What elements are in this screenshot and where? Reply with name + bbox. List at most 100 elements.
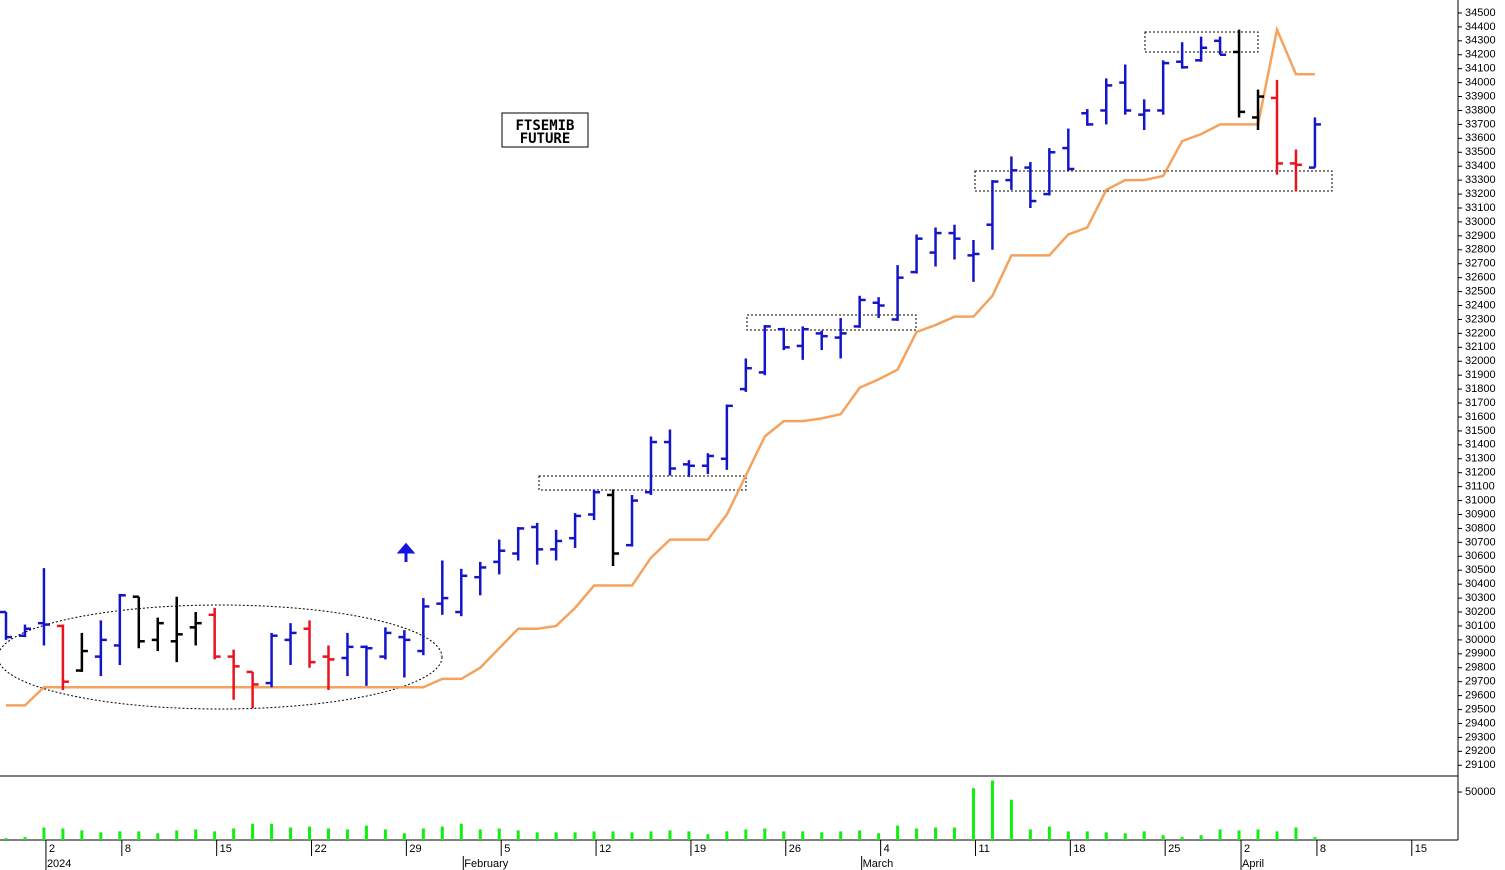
volume-bar <box>858 830 862 840</box>
range-ellipse <box>0 604 443 710</box>
y-tick-label: 30700 <box>1465 536 1496 548</box>
volume-bar <box>1294 827 1298 840</box>
volume-bar <box>611 831 615 840</box>
y-tick-label: 31000 <box>1465 494 1496 506</box>
volume-bar <box>877 833 881 840</box>
volume-bar <box>1313 837 1317 840</box>
volume-bar <box>497 828 501 840</box>
y-tick-label: 31700 <box>1465 397 1496 409</box>
y-tick-label: 31900 <box>1465 369 1496 381</box>
volume-bar <box>1237 830 1241 840</box>
y-tick-label: 32400 <box>1465 299 1496 311</box>
volume-bar <box>4 838 8 840</box>
y-tick-label: 32100 <box>1465 341 1496 353</box>
volume-bar <box>478 829 482 840</box>
y-tick-label: 32700 <box>1465 258 1496 270</box>
gap-box <box>538 475 747 491</box>
volume-bar <box>573 832 577 840</box>
volume-bar <box>1142 831 1146 840</box>
volume-bar <box>251 823 255 840</box>
y-tick-label: 29500 <box>1465 703 1496 715</box>
volume-bar <box>156 833 160 840</box>
x-tick-label: 2 <box>1244 843 1250 855</box>
y-tick-label: 29600 <box>1465 690 1496 702</box>
y-tick-label: 33100 <box>1465 202 1496 214</box>
volume-bar <box>99 832 103 840</box>
y-tick-label: 33500 <box>1465 146 1496 158</box>
y-tick-label: 32200 <box>1465 327 1496 339</box>
y-tick-label: 32900 <box>1465 230 1496 242</box>
y-tick-label: 33400 <box>1465 160 1496 172</box>
volume-bar <box>706 834 710 840</box>
y-tick-label: 33300 <box>1465 174 1496 186</box>
volume-bar <box>326 828 330 840</box>
y-tick-label: 30300 <box>1465 592 1496 604</box>
y-tick-label: 33900 <box>1465 90 1496 102</box>
volume-bar <box>1066 831 1070 840</box>
volume-bar <box>1009 799 1013 840</box>
x-tick-label: 29 <box>409 843 421 855</box>
volume-bar <box>535 832 539 840</box>
x-tick-label: 15 <box>220 843 232 855</box>
y-tick-label: 30800 <box>1465 522 1496 534</box>
y-tick-label: 30000 <box>1465 634 1496 646</box>
x-tick-label: 2 <box>49 843 55 855</box>
y-tick-label: 31100 <box>1465 481 1495 493</box>
volume-bar <box>364 825 368 840</box>
month-label: March <box>863 858 894 870</box>
volume-bar <box>80 830 84 840</box>
y-tick-label: 29800 <box>1465 662 1496 674</box>
volume-bar <box>896 825 900 840</box>
gap-box <box>974 170 1333 192</box>
volume-bar <box>630 832 634 840</box>
volume-bar <box>971 788 975 840</box>
y-tick-label: 31400 <box>1465 439 1496 451</box>
y-tick-label: 34400 <box>1465 21 1496 33</box>
y-tick-label: 33600 <box>1465 132 1496 144</box>
volume-bar <box>383 829 387 840</box>
volume-bar <box>1123 833 1127 840</box>
gap-box <box>746 314 917 331</box>
volume-bar <box>1104 832 1108 840</box>
volume-bar <box>1218 829 1222 840</box>
y-tick-label: 31500 <box>1465 425 1496 437</box>
y-tick-label: 33800 <box>1465 104 1496 116</box>
y-tick-label: 30600 <box>1465 550 1496 562</box>
x-tick-label: 12 <box>599 843 611 855</box>
volume-bar <box>839 831 843 840</box>
volume-bar <box>232 828 236 840</box>
y-tick-label: 32500 <box>1465 285 1496 297</box>
annotation: FTSEMIB <box>515 118 574 134</box>
volume-bar <box>668 830 672 840</box>
volume-bar <box>1199 835 1203 840</box>
volume-bar <box>345 829 349 840</box>
volume-bar <box>915 828 919 840</box>
volume-bar <box>516 830 520 840</box>
volume-bar <box>440 826 444 840</box>
volume-bar <box>137 831 141 840</box>
x-tick-label: 18 <box>1073 843 1085 855</box>
volume-bar <box>554 832 558 840</box>
x-tick-label: 8 <box>125 843 131 855</box>
volume-bar <box>23 837 27 840</box>
volume-bar <box>61 828 65 840</box>
month-label: February <box>464 858 509 870</box>
y-tick-label: 34000 <box>1465 77 1496 89</box>
y-tick-label: 29300 <box>1465 731 1496 743</box>
y-tick-label: 30500 <box>1465 564 1496 576</box>
y-tick-label: 32000 <box>1465 355 1496 367</box>
volume-bar <box>801 831 805 840</box>
y-tick-label: 50000 <box>1465 786 1496 798</box>
volume-bar <box>459 823 463 840</box>
y-tick-label: 34300 <box>1465 35 1496 47</box>
x-tick-label: 5 <box>504 843 510 855</box>
y-tick-label: 29700 <box>1465 676 1496 688</box>
y-tick-label: 31600 <box>1465 411 1496 423</box>
volume-bar <box>1028 829 1032 840</box>
y-tick-label: 31200 <box>1465 467 1496 479</box>
volume-bar <box>289 827 293 840</box>
volume-bar <box>421 828 425 840</box>
y-tick-label: 30200 <box>1465 606 1496 618</box>
annotation: FUTURE <box>520 131 571 147</box>
